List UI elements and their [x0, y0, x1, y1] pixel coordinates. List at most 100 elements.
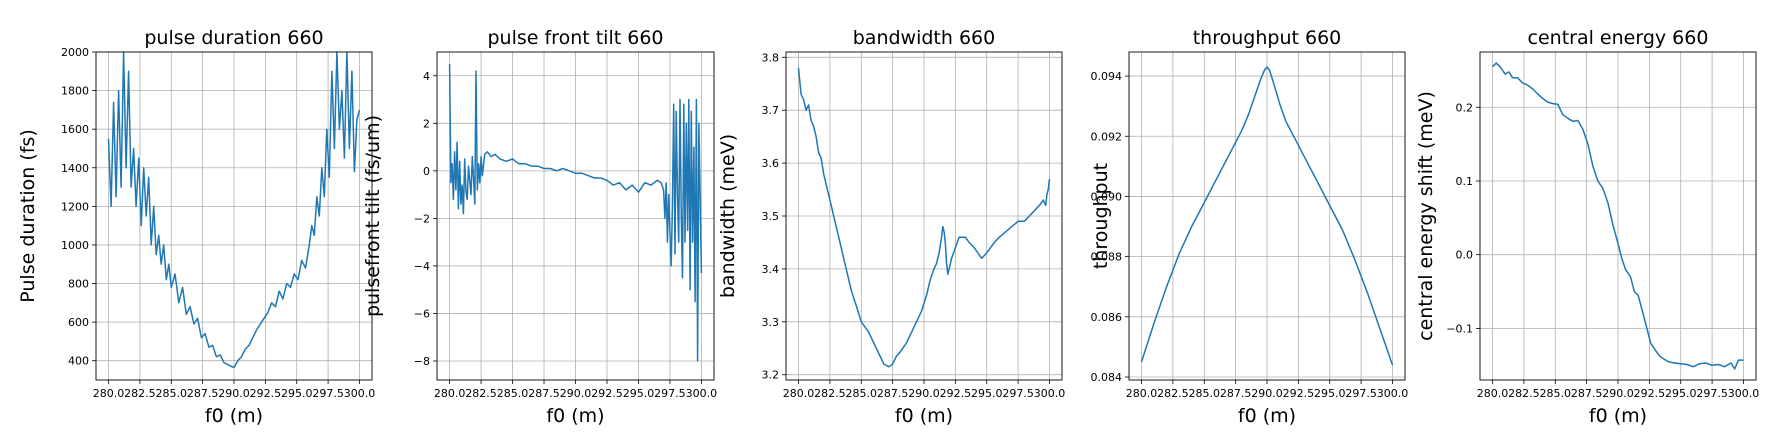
- y-tick-label: 600: [68, 316, 89, 329]
- series-line: [1140, 66, 1394, 366]
- y-tick-label: 1400: [61, 162, 89, 175]
- x-tick-label: 295.0: [1314, 387, 1346, 400]
- x-tick-label: 287.5: [187, 387, 219, 400]
- x-tick-label: 282.5: [1508, 387, 1540, 400]
- y-tick-label: 2000: [61, 46, 89, 59]
- y-tick-label: 0.0: [1456, 249, 1474, 262]
- y-tick-label: 1000: [61, 239, 89, 252]
- x-tick-label: 282.5: [814, 387, 846, 400]
- chart-panel-4: 280.0 282.5 285.0 287.5 290.0 292.5 295.0 297.5…: [1090, 27, 1408, 427]
- x-tick-label: 295.0: [281, 387, 313, 400]
- x-tick-label: 280.0: [434, 387, 466, 400]
- chart-panel-1: 280.0 282.5 285.0 287.5 290.0 292.5 295.0 297.5…: [17, 27, 375, 427]
- y-tick-label: −0.1: [1446, 322, 1473, 335]
- x-tick-label: 285.0: [1540, 387, 1572, 400]
- y-tick-label: 1600: [61, 123, 89, 136]
- chart-title: pulse duration 660: [144, 27, 323, 49]
- y-tick-label: −4: [414, 260, 430, 273]
- y-tick-label: 4: [423, 70, 430, 83]
- x-axis-label: f0 (m): [546, 405, 604, 427]
- x-tick-label: 300.0: [1728, 387, 1760, 400]
- chart-title: pulse front tilt 660: [487, 27, 663, 49]
- x-tick-label: 297.5: [312, 387, 344, 400]
- y-tick-label: 1200: [61, 200, 89, 213]
- chart-panel-3: 280.0 282.5 285.0 287.5 290.0 292.5 295.0 297.5…: [717, 27, 1065, 427]
- y-tick-label: −8: [414, 355, 430, 368]
- x-tick-label: 285.0: [497, 387, 529, 400]
- x-tick-label: 282.5: [1157, 387, 1189, 400]
- x-tick-label: 287.5: [877, 387, 909, 400]
- y-tick-label: 1800: [61, 85, 89, 98]
- y-tick-label: 3.7: [762, 104, 780, 117]
- series-line: [107, 51, 361, 369]
- x-tick-label: 300.0: [1377, 387, 1409, 400]
- y-tick-label: 3.4: [762, 263, 780, 276]
- x-tick-label: 295.0: [1665, 387, 1697, 400]
- x-tick-label: 282.5: [124, 387, 156, 400]
- x-tick-label: 290.0: [1251, 387, 1283, 400]
- y-tick-label: 3.8: [762, 51, 780, 64]
- y-tick-label: 3.2: [762, 369, 780, 382]
- x-tick-label: 280.0: [1126, 387, 1158, 400]
- y-tick-label: 0.092: [1091, 130, 1123, 143]
- x-tick-label: 297.5: [1002, 387, 1034, 400]
- x-tick-label: 297.5: [654, 387, 686, 400]
- x-tick-label: 290.0: [560, 387, 592, 400]
- x-tick-label: 295.0: [971, 387, 1003, 400]
- y-axis-label: pulsefront tilt (fs/um): [362, 115, 384, 317]
- chart-panel-2: 280.0 282.5 285.0 287.5 290.0 292.5 295.0 297.5…: [362, 27, 717, 427]
- y-tick-label: 0.1: [1456, 175, 1474, 188]
- x-tick-label: 300.0: [686, 387, 718, 400]
- y-tick-label: 0.090: [1091, 190, 1123, 203]
- x-tick-label: 280.0: [93, 387, 125, 400]
- y-tick-label: 2: [423, 117, 430, 130]
- x-tick-label: 292.5: [250, 387, 282, 400]
- x-tick-label: 290.0: [1602, 387, 1634, 400]
- x-tick-label: 300.0: [1034, 387, 1066, 400]
- x-tick-label: 295.0: [623, 387, 655, 400]
- y-axis-label: throughput: [1090, 163, 1112, 269]
- chart-title: bandwidth 660: [853, 27, 995, 49]
- x-tick-label: 292.5: [940, 387, 972, 400]
- x-tick-label: 292.5: [1634, 387, 1666, 400]
- x-tick-label: 280.0: [783, 387, 815, 400]
- series-line: [1491, 62, 1744, 370]
- y-tick-label: 0.2: [1456, 101, 1474, 114]
- x-tick-label: 300.0: [344, 387, 376, 400]
- y-tick-label: 3.3: [762, 316, 780, 329]
- y-tick-label: 400: [68, 355, 89, 368]
- x-tick-label: 282.5: [465, 387, 497, 400]
- x-tick-label: 285.0: [156, 387, 188, 400]
- x-axis-label: f0 (m): [1238, 405, 1296, 427]
- y-axis-label: Pulse duration (fs): [17, 129, 39, 302]
- y-tick-label: 0: [423, 165, 430, 178]
- x-tick-label: 285.0: [846, 387, 878, 400]
- x-tick-label: 280.0: [1477, 387, 1509, 400]
- y-tick-label: −2: [414, 212, 430, 225]
- y-tick-label: 0.086: [1091, 311, 1123, 324]
- chart-title: throughput 660: [1193, 27, 1342, 49]
- x-tick-label: 287.5: [1220, 387, 1252, 400]
- y-tick-label: 800: [68, 278, 89, 291]
- chart-title: central energy 660: [1528, 27, 1709, 49]
- x-axis-label: f0 (m): [1589, 405, 1647, 427]
- y-tick-label: 0.088: [1091, 251, 1123, 264]
- y-tick-label: 0.094: [1091, 70, 1123, 83]
- x-tick-label: 292.5: [591, 387, 623, 400]
- y-tick-label: 0.084: [1091, 371, 1123, 384]
- x-tick-label: 297.5: [1696, 387, 1728, 400]
- x-tick-label: 290.0: [218, 387, 250, 400]
- series-line: [797, 67, 1051, 368]
- chart-panel-5: 280.0 282.5 285.0 287.5 290.0 292.5 295.0 297.5…: [1415, 27, 1759, 427]
- x-tick-label: 285.0: [1189, 387, 1221, 400]
- y-tick-label: 3.5: [762, 210, 780, 223]
- y-axis-label: bandwidth (meV): [717, 134, 739, 298]
- x-tick-label: 287.5: [528, 387, 560, 400]
- y-tick-label: −6: [414, 307, 430, 320]
- y-axis-label: central energy shift (meV): [1415, 91, 1437, 341]
- x-axis-label: f0 (m): [205, 405, 263, 427]
- x-tick-label: 292.5: [1283, 387, 1315, 400]
- x-tick-label: 290.0: [908, 387, 940, 400]
- x-tick-label: 287.5: [1571, 387, 1603, 400]
- x-tick-label: 297.5: [1345, 387, 1377, 400]
